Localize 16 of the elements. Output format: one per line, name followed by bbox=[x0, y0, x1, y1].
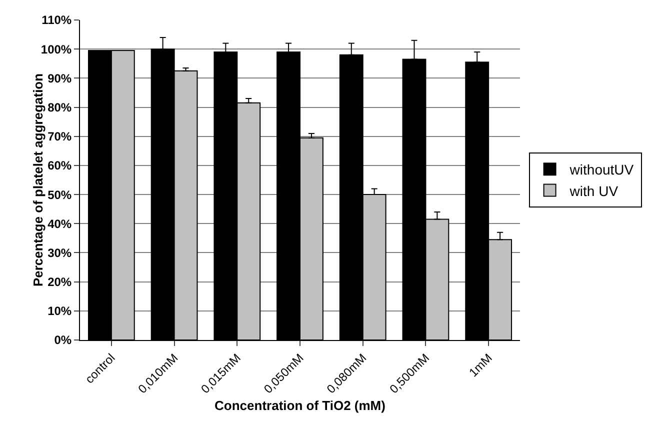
y-tick-label: 20% bbox=[48, 275, 72, 290]
legend-label: with UV bbox=[568, 182, 619, 199]
x-axis-title: Concentration of TiO2 (mM) bbox=[214, 398, 386, 414]
y-tick-label: 90% bbox=[48, 71, 72, 86]
y-tick-label: 40% bbox=[48, 216, 72, 231]
y-tick-label: 110% bbox=[42, 13, 72, 28]
legend-label: withoutUV bbox=[568, 162, 634, 178]
y-axis-title: Percentage of platelet aggregation bbox=[30, 73, 46, 287]
y-tick-label: 10% bbox=[48, 304, 72, 318]
y-tick-label: 80% bbox=[48, 100, 72, 114]
y-tick-label: 0% bbox=[54, 333, 72, 348]
y-tick-label: 70% bbox=[48, 130, 72, 144]
y-tick-label: 30% bbox=[48, 246, 72, 260]
y-tick-label: 60% bbox=[48, 158, 72, 173]
y-tick-label: 100% bbox=[40, 42, 72, 56]
y-tick-label: 50% bbox=[48, 188, 72, 202]
